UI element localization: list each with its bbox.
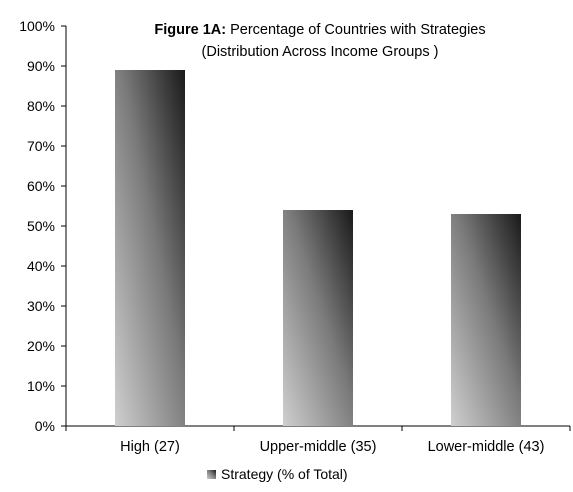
y-tick-label: 60%	[27, 178, 55, 194]
x-tick-label: Lower-middle (43)	[428, 439, 545, 455]
y-tick-label: 70%	[27, 138, 55, 154]
bar	[115, 70, 185, 426]
y-tick-label: 10%	[27, 378, 55, 394]
chart-subtitle: (Distribution Across Income Groups )	[202, 44, 439, 60]
legend-swatch	[207, 470, 216, 479]
legend-label: Strategy (% of Total)	[221, 466, 348, 482]
axis-labels: 0% 10% 20% 30% 40% 50% 60% 70% 80% 90% 100% High (2…	[19, 18, 544, 455]
x-tick-label: High (27)	[120, 439, 180, 455]
x-tick-label: Upper-middle (35)	[260, 439, 377, 455]
y-tick-label: 90%	[27, 58, 55, 74]
legend: Strategy (% of Total)	[207, 466, 348, 482]
bar	[283, 210, 353, 426]
y-tick-label: 50%	[27, 218, 55, 234]
chart-title: Figure 1A: Percentage of Countries with …	[154, 22, 485, 38]
chart-title-rest: Percentage of Countries with Strategies	[226, 22, 486, 38]
bar	[451, 214, 521, 426]
y-tick-label: 40%	[27, 258, 55, 274]
bars	[115, 70, 521, 426]
y-tick-label: 0%	[35, 418, 55, 434]
chart-title-bold: Figure 1A:	[154, 22, 226, 38]
y-tick-label: 80%	[27, 98, 55, 114]
y-tick-label: 100%	[19, 18, 55, 34]
y-tick-label: 20%	[27, 338, 55, 354]
y-tick-label: 30%	[27, 298, 55, 314]
